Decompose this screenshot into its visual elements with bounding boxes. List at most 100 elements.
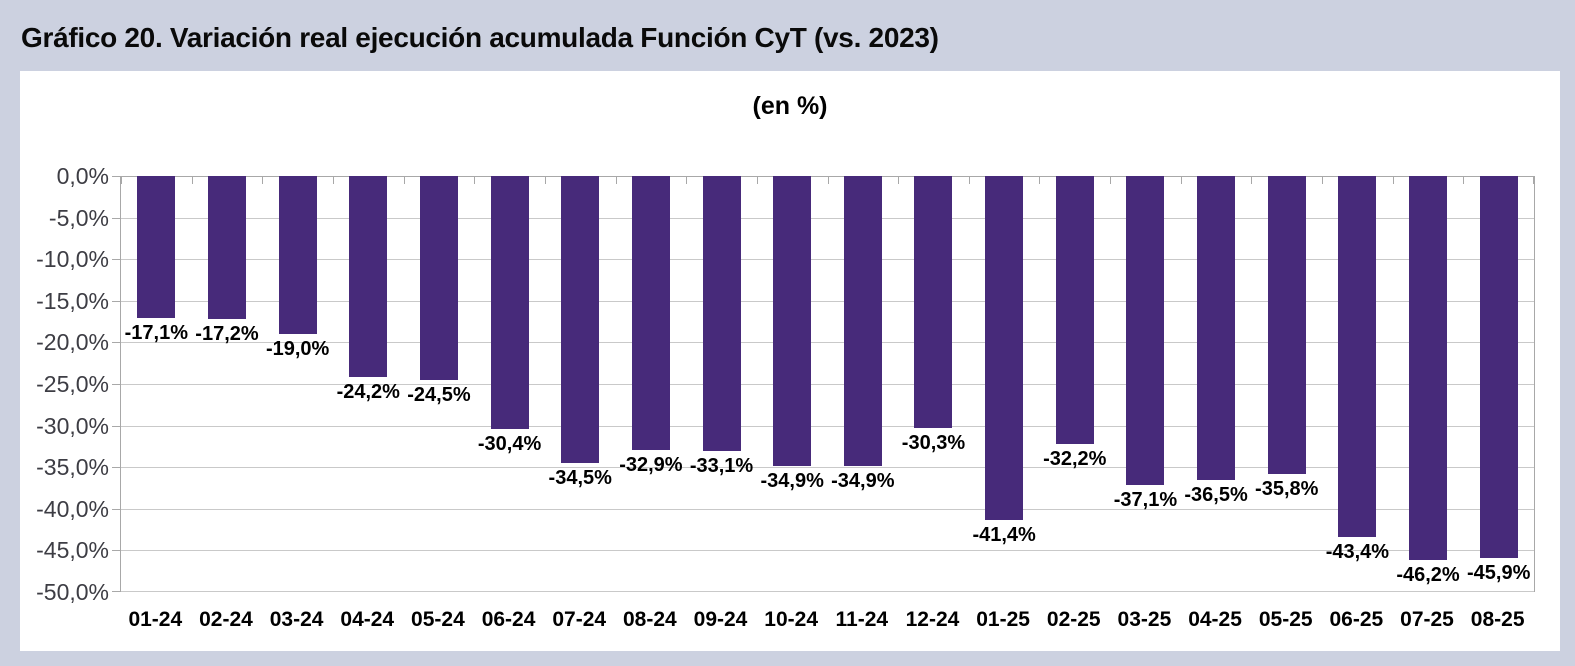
x-axis-label: 01-25 [976,608,1030,631]
bar-01-25 [985,176,1024,521]
y-axis-label: -45,0% [36,537,109,564]
x-axis-label: 05-25 [1258,608,1313,631]
bar-07-24 [561,176,600,464]
bar-02-25 [1055,176,1094,444]
bar-value-label: -17,2% [195,323,259,346]
gridline [121,591,1534,592]
bar-value-label: -32,2% [1043,447,1107,470]
category-tick-mark [1393,176,1394,184]
y-axis-label: -15,0% [36,287,109,314]
bar-06-24 [490,176,529,429]
bar-value-label: -30,4% [477,432,542,455]
x-axis-label: 02-25 [1046,608,1101,631]
bar-03-25 [1126,176,1165,485]
gridline [121,550,1534,552]
category-tick-mark [404,176,405,184]
bar-value-label: -34,5% [548,467,612,490]
category-tick-mark [969,176,970,184]
y-tick-mark [112,342,120,344]
category-tick-mark [616,176,617,184]
bar-04-24 [349,176,388,378]
x-axis-label: 06-24 [481,608,536,631]
y-tick-mark [112,176,120,177]
category-tick-mark [1039,176,1040,184]
category-tick-mark [1533,176,1534,184]
category-tick-mark [828,176,829,184]
y-tick-mark [112,217,120,219]
bar-09-24 [702,176,741,452]
chart-subtitle: (en %) [752,92,828,120]
bar-10-24 [773,176,812,467]
y-tick-mark [112,300,120,302]
bar-01-24 [137,176,176,319]
x-axis-label: 01-24 [128,608,183,631]
gridline [121,425,1534,427]
bar-value-label: -17,1% [124,322,189,345]
y-tick-mark [112,425,120,427]
category-tick-mark [1322,176,1323,184]
category-tick-mark [686,176,687,184]
x-axis-label: 08-25 [1470,608,1525,631]
category-tick-mark [1463,176,1464,184]
bar-value-label: -35,8% [1255,477,1319,500]
category-tick-mark [121,176,122,184]
category-tick-mark [262,176,263,184]
x-axis-label: 03-25 [1117,608,1172,631]
x-axis-label: 05-24 [411,608,465,631]
x-axis-label: 11-24 [835,608,889,631]
y-tick-mark [112,259,120,261]
plot-area: -17,1% -17,2% -19,0% -24,2% -24,5% -30,4% -34,… [120,176,1535,592]
chart-panel: (en %) 0,0% -5,0% -10,0% -15,0% -20,0% -25,0%… [20,71,1560,651]
bar-value-label: -19,0% [265,338,330,361]
gridline [121,342,1534,344]
x-axis-label: 04-24 [340,608,395,631]
category-tick-mark [898,176,899,184]
bar-value-label: -45,9% [1466,561,1531,584]
bar-06-25 [1338,176,1377,538]
gridline [121,176,1534,177]
x-axis-label: 07-25 [1400,608,1454,631]
y-axis-label: -25,0% [36,371,109,397]
bar-03-24 [278,176,317,335]
y-axis-label: -35,0% [36,454,109,481]
x-axis-label: 07-24 [552,608,607,631]
bar-08-24 [631,176,670,450]
bar-value-label: -41,4% [972,524,1036,547]
category-tick-mark [333,176,334,184]
y-axis-label: 0,0% [56,163,109,189]
gridline [121,217,1534,219]
y-axis-label: -10,0% [36,246,109,273]
category-tick-mark [1251,176,1252,184]
y-axis-label: -5,0% [48,204,109,231]
bar-04-25 [1197,176,1236,480]
bar-value-label: -43,4% [1325,541,1390,564]
y-tick-mark [112,467,120,469]
bar-value-label: -32,9% [619,453,683,476]
x-axis-label: 12-24 [905,608,960,631]
gridline [121,508,1534,510]
bar-05-25 [1267,176,1306,474]
bar-value-label: -34,9% [760,470,824,493]
bar-value-label: -34,9% [831,470,895,493]
category-tick-mark [474,176,475,184]
y-axis-label: -40,0% [36,495,109,522]
bar-08-25 [1479,176,1518,558]
gridline [121,259,1534,261]
y-axis-label: -50,0% [36,579,109,605]
y-axis-label: -20,0% [36,329,109,356]
bar-value-label: -24,2% [336,381,400,404]
bar-value-label: -30,3% [901,432,966,455]
bar-value-label: -24,5% [407,383,471,406]
x-axis-label: 08-24 [623,608,677,631]
x-axis-label: 06-25 [1329,608,1384,631]
gridline [121,384,1534,385]
category-tick-mark [545,176,546,184]
category-tick-mark [1110,176,1111,184]
chart-heading: Gráfico 20. Variación real ejecución acu… [21,22,939,53]
category-tick-mark [757,176,758,184]
x-axis-label: 04-25 [1188,608,1242,631]
bar-11-24 [843,176,882,467]
category-tick-mark [192,176,193,184]
y-tick-mark [112,384,120,385]
